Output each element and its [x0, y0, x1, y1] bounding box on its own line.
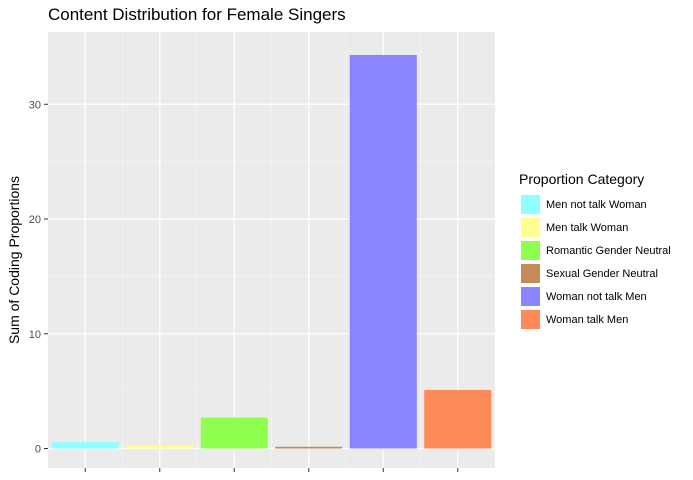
- x-axis: [84, 468, 459, 472]
- chart-title: Content Distribution for Female Singers: [48, 5, 346, 24]
- legend-key: [521, 310, 540, 329]
- y-tick-label: 30: [29, 99, 41, 111]
- y-tick-label: 0: [35, 443, 41, 455]
- legend-label: Woman not talk Men: [546, 290, 647, 303]
- legend-key: [521, 241, 540, 260]
- legend-key: [521, 287, 540, 306]
- legend-key: [521, 195, 540, 214]
- legend-item: Woman not talk Men: [519, 285, 671, 308]
- legend-label: Woman talk Men: [546, 313, 629, 326]
- legend-label: Romantic Gender Neutral: [546, 244, 671, 257]
- bar: [200, 417, 268, 449]
- legend-title: Proportion Category: [519, 171, 645, 187]
- legend-key: [521, 218, 540, 237]
- bar: [126, 445, 194, 449]
- legend-item: Sexual Gender Neutral: [519, 262, 671, 285]
- legend: Proportion Category Men not talk Woman Me…: [519, 171, 671, 331]
- legend-item: Men talk Woman: [519, 216, 671, 239]
- legend-label: Men not talk Woman: [546, 198, 647, 211]
- bar: [424, 389, 492, 449]
- legend-item: Woman talk Men: [519, 308, 671, 331]
- legend-item: Men not talk Woman: [519, 193, 671, 216]
- bar: [51, 442, 119, 449]
- legend-key: [521, 264, 540, 283]
- bar: [275, 446, 343, 449]
- legend-item: Romantic Gender Neutral: [519, 239, 671, 262]
- bar: [349, 54, 417, 449]
- bars: [51, 54, 492, 449]
- legend-label: Men talk Woman: [546, 221, 629, 234]
- legend-items: Men not talk Woman Men talk Woman Romantic…: [519, 193, 671, 331]
- legend-label: Sexual Gender Neutral: [546, 267, 658, 280]
- y-axis: 0 10 20 30: [29, 99, 48, 455]
- y-tick-label: 10: [29, 329, 41, 341]
- y-tick-label: 20: [29, 214, 41, 226]
